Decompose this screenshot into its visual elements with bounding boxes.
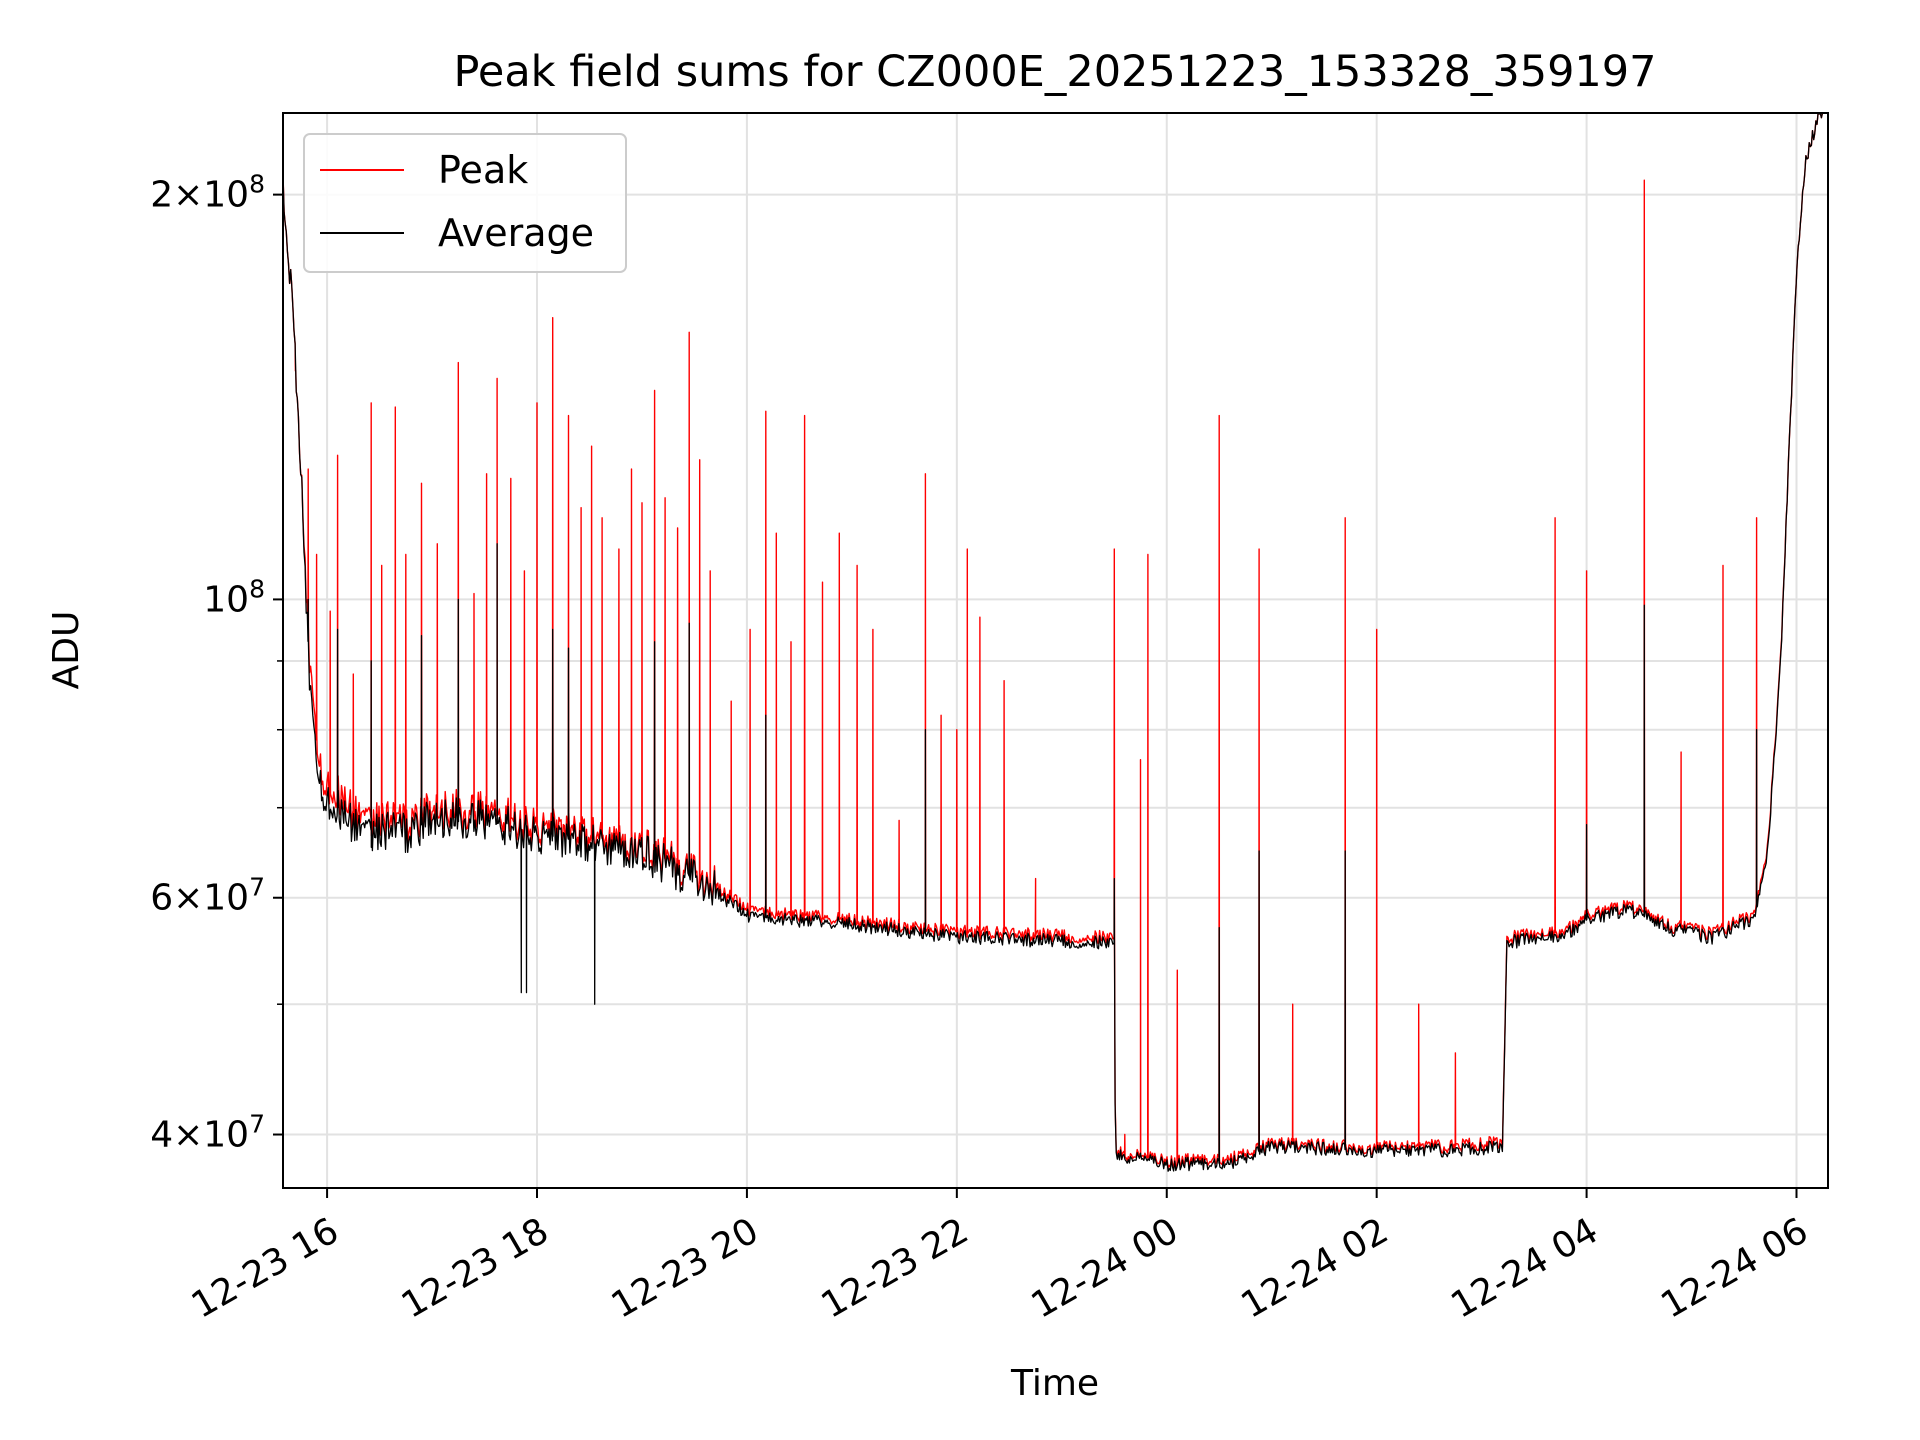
legend-average-label: Average	[438, 211, 594, 255]
y-tick-label: 108	[203, 574, 265, 621]
y-axis-label: ADU	[46, 611, 87, 690]
chart-title: Peak field sums for CZ000E_20251223_1533…	[453, 47, 1656, 97]
y-tick-label: 4×107	[150, 1109, 265, 1156]
legend-peak-label: Peak	[438, 148, 528, 192]
plot-frame	[282, 112, 1829, 1189]
series-line-average	[282, 112, 1828, 1172]
legend-box	[303, 133, 627, 273]
y-tick-label: 2×108	[150, 169, 265, 216]
x-axis-label: Time	[1010, 1363, 1099, 1404]
plot-layer	[282, 112, 1828, 1172]
y-axis-ticks: 4×107 6×107 108 2×108	[150, 169, 283, 1156]
y-tick-label: 6×107	[150, 872, 265, 919]
legend: Peak Average	[303, 133, 627, 273]
